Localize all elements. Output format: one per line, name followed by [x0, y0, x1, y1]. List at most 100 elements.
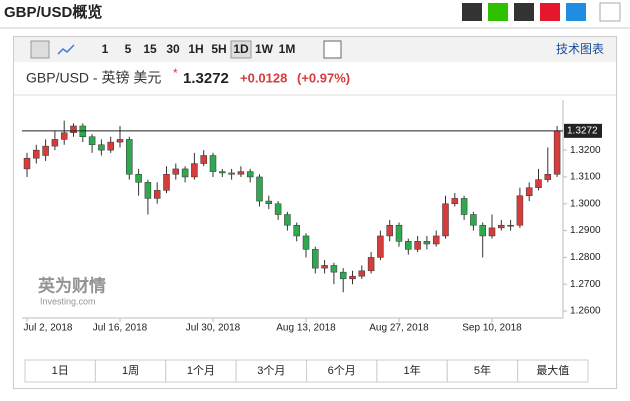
- range-tab-label: 3个月: [257, 364, 285, 377]
- candle-icon[interactable]: [30, 40, 50, 59]
- range-tab-label: 1年: [404, 363, 421, 377]
- y-tick-label: 1.2700: [570, 279, 601, 290]
- weibo-icon[interactable]: [540, 3, 560, 21]
- widget: [13, 36, 617, 389]
- candle-body: [498, 224, 505, 229]
- mail-icon[interactable]: [462, 3, 482, 21]
- candle-body: [460, 198, 468, 215]
- candle-body: [451, 198, 459, 205]
- x-tick-label: Jul 30, 2018: [186, 323, 241, 334]
- interval-button[interactable]: 30: [166, 42, 180, 56]
- page-title: GBP/USD概览: [4, 3, 102, 21]
- candle-body: [191, 163, 198, 178]
- x-tick-label: Jul 2, 2018: [24, 323, 73, 334]
- candle-body: [377, 235, 384, 258]
- quote-change: +0.0128: [240, 70, 287, 85]
- range-tab-label: 1周: [122, 364, 139, 377]
- x-tick-label: Aug 27, 2018: [369, 323, 429, 334]
- candle-body: [88, 136, 96, 146]
- watermark-brand: 英为财情: [38, 275, 106, 295]
- candle-body: [293, 224, 300, 237]
- candle-body: [349, 275, 356, 280]
- candle-body: [209, 155, 217, 172]
- quote-change-pct: (+0.97%): [297, 70, 350, 85]
- interval-button[interactable]: 5H: [211, 42, 226, 56]
- candle-body: [42, 145, 49, 156]
- last-price-label: 1.3272: [567, 125, 598, 136]
- line-icon[interactable]: [57, 44, 75, 55]
- y-tick-label: 1.3000: [570, 198, 601, 209]
- candle-body: [163, 174, 170, 191]
- candle-body: [274, 203, 282, 215]
- candle-body: [442, 203, 449, 237]
- wechat-icon[interactable]: [488, 3, 508, 21]
- candle-body: [553, 130, 561, 175]
- selected-interval: [230, 40, 252, 59]
- last-price-box: [564, 123, 602, 138]
- candle-body: [358, 270, 366, 277]
- candle-body: [516, 195, 524, 226]
- interval-button[interactable]: 1H: [188, 42, 203, 56]
- candle-body: [386, 224, 393, 237]
- candle-body: [432, 235, 440, 245]
- range-tab[interactable]: [517, 359, 589, 383]
- watermark-site: Investing.com: [40, 296, 96, 306]
- edit-icon[interactable]: [599, 2, 621, 22]
- range-tab-label: 6个月: [328, 364, 356, 377]
- candle-body: [330, 265, 338, 273]
- candle-body: [51, 139, 59, 147]
- star: *: [173, 66, 178, 80]
- share-icons: [462, 2, 621, 22]
- quote-name: GBP/USD - 英镑 美元: [26, 70, 161, 86]
- star-icon[interactable]: [566, 3, 586, 21]
- candle-body: [405, 241, 412, 250]
- y-tick-label: 1.3100: [570, 172, 601, 183]
- candle-body: [284, 214, 291, 226]
- candle-body: [79, 125, 87, 137]
- candle-body: [367, 257, 375, 272]
- candle-body: [479, 224, 486, 237]
- candle-body: [525, 187, 533, 196]
- candle-body: [423, 241, 431, 245]
- x-tick-label: Sep 10, 2018: [462, 323, 522, 334]
- candle-body: [312, 249, 319, 269]
- y-tick-label: 1.2800: [570, 252, 601, 263]
- range-tab-label: 最大值: [536, 363, 569, 377]
- candle-body: [153, 190, 161, 199]
- candle-body: [414, 241, 421, 250]
- interval-button[interactable]: 1M: [279, 42, 296, 56]
- candle-body: [535, 179, 542, 188]
- interval-button[interactable]: 5: [125, 42, 132, 56]
- candle-body: [33, 149, 40, 159]
- y-tick-label: 1.2600: [570, 306, 601, 317]
- candle-body: [237, 171, 245, 175]
- candle-body: [302, 235, 310, 250]
- candle-body: [144, 182, 152, 199]
- candle-body: [321, 265, 328, 269]
- x-tick-label: Aug 13, 2018: [276, 323, 336, 334]
- candle-body: [488, 227, 496, 237]
- y-tick-label: 1.3200: [570, 145, 601, 156]
- candle-body: [470, 214, 477, 226]
- interval-button[interactable]: 1W: [255, 42, 274, 56]
- candle-body: [172, 168, 180, 175]
- x-tick-label: Jul 16, 2018: [93, 323, 148, 334]
- settings-icon[interactable]: [323, 40, 342, 59]
- candle-body: [98, 144, 105, 151]
- candle-body: [507, 224, 514, 227]
- candle-body: [256, 176, 263, 202]
- qq-icon[interactable]: [514, 3, 534, 21]
- interval-button[interactable]: 15: [143, 42, 157, 56]
- range-tab-label: 1个月: [187, 364, 215, 377]
- candle-body: [126, 139, 133, 175]
- candle-body: [116, 139, 124, 143]
- y-tick-label: 1.2900: [570, 225, 601, 236]
- candle-body: [23, 157, 31, 170]
- interval-button[interactable]: 1: [102, 42, 109, 56]
- candle-body: [135, 174, 142, 183]
- tools-link[interactable]: 技术图表: [556, 42, 604, 56]
- range-tab-label: 1日: [52, 365, 69, 377]
- interval-button[interactable]: 1D: [233, 42, 249, 56]
- candle-body: [181, 168, 189, 178]
